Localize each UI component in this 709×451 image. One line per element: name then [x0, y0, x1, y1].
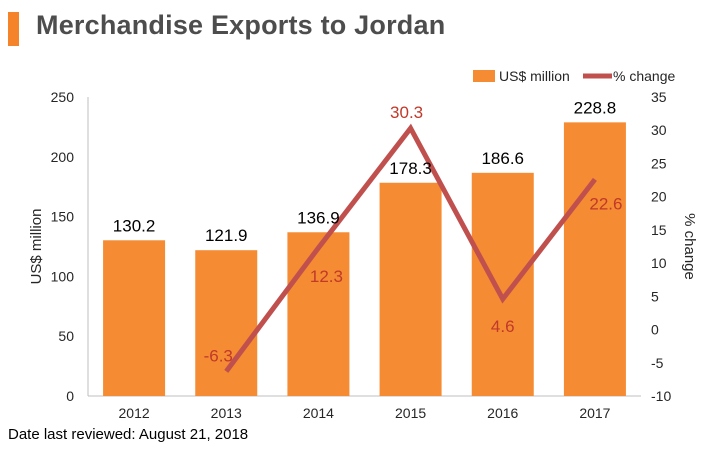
chart-data-labels: 130.2 121.9 136.9 178.3 186.6 228.8 -6.3 12.3 30… — [113, 98, 623, 365]
y2-tick-label: 15 — [651, 222, 667, 238]
bar — [471, 172, 534, 396]
x-tick-label: 2013 — [211, 405, 242, 421]
bar — [103, 240, 166, 396]
chart-bars — [103, 122, 626, 397]
y2-tick-label: 30 — [651, 122, 667, 138]
legend-bar-swatch — [473, 70, 495, 82]
y2-tick-label: 5 — [651, 288, 659, 304]
x-tick-label: 2014 — [303, 405, 334, 421]
chart-line — [224, 123, 597, 373]
y2-tick-label: 20 — [651, 189, 667, 205]
line-value-label: 30.3 — [390, 103, 423, 122]
line-value-label: 12.3 — [310, 267, 343, 286]
y-axis-title: US$ million — [28, 209, 45, 285]
bar — [379, 182, 442, 396]
y-tick-label: 50 — [58, 328, 74, 344]
chart-axes: 0 50 100 150 200 250 -10 -5 0 5 10 15 20 25 30 35 2012 20… — [28, 89, 698, 421]
bar-value-label: 121.9 — [205, 226, 248, 245]
bar-value-label: 136.9 — [297, 208, 340, 227]
legend-line-label: % change — [613, 68, 675, 84]
bar-value-label: 178.3 — [389, 159, 432, 178]
x-tick-label: 2012 — [119, 405, 150, 421]
line-value-label: 22.6 — [589, 194, 622, 213]
chart-title: Merchandise Exports to Jordan — [36, 10, 446, 40]
x-tick-label: 2016 — [487, 405, 518, 421]
bar-value-label: 130.2 — [113, 216, 156, 235]
bar — [287, 232, 350, 396]
y-tick-label: 150 — [51, 209, 75, 225]
y-tick-label: 200 — [51, 149, 75, 165]
y-tick-label: 250 — [51, 89, 75, 105]
y2-tick-label: 10 — [651, 255, 667, 271]
y2-axis-title: % change — [681, 213, 698, 280]
bar-value-label: 228.8 — [574, 98, 617, 117]
footnote: Date last reviewed: August 21, 2018 — [8, 426, 249, 443]
line-value-label: -6.3 — [204, 346, 233, 365]
legend-bar-label: US$ million — [499, 68, 570, 84]
x-tick-label: 2017 — [579, 405, 610, 421]
line-value-label: 4.6 — [491, 317, 515, 336]
x-tick-label: 2015 — [395, 405, 426, 421]
y2-tick-label: -10 — [651, 388, 671, 404]
y2-tick-label: 25 — [651, 155, 667, 171]
bar — [563, 122, 626, 397]
bar-value-label: 186.6 — [481, 149, 524, 168]
chart-legend: US$ million % change — [473, 68, 675, 84]
y-tick-label: 100 — [51, 268, 75, 284]
y2-tick-label: 0 — [651, 322, 659, 338]
y2-tick-label: 35 — [651, 89, 667, 105]
bar — [195, 250, 258, 396]
percent-change-line — [224, 123, 597, 373]
y-tick-label: 0 — [66, 388, 74, 404]
title-accent-bar — [8, 12, 19, 46]
y2-tick-label: -5 — [651, 355, 664, 371]
